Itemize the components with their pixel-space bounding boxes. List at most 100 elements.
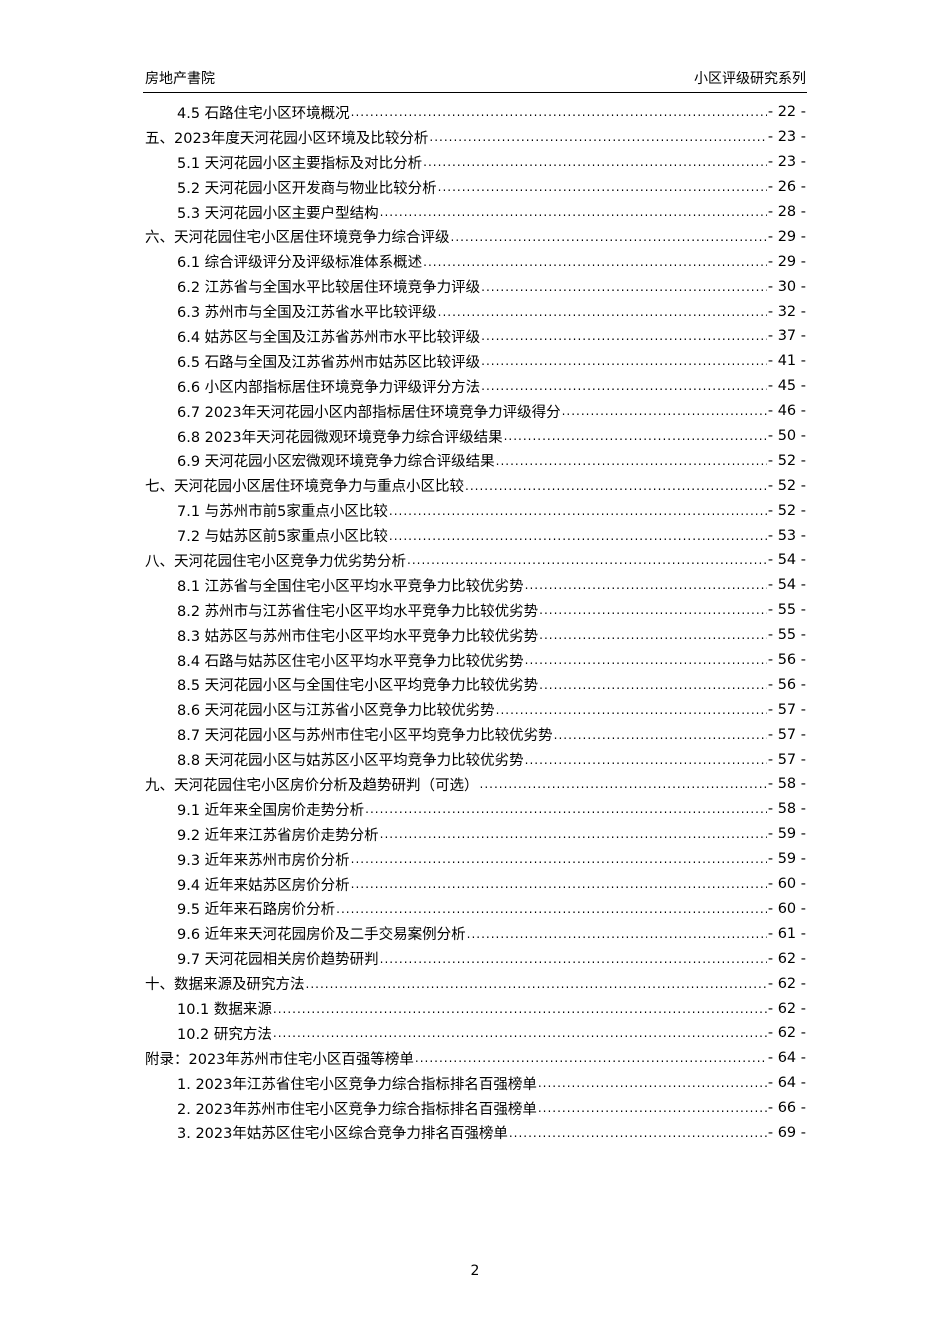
toc-entry[interactable]: 九、天河花园住宅小区房价分析及趋势研判（可选） - 58 - xyxy=(145,772,806,797)
toc-entry[interactable]: 七、天河花园小区居住环境竞争力与重点小区比较 - 52 - xyxy=(145,473,806,498)
toc-entry-page: - 28 - xyxy=(767,204,806,220)
toc-entry-title: 9.4 近年来姑苏区房价分析 xyxy=(177,877,350,894)
toc-entry-title: 1. 2023年江苏省住宅小区竞争力综合指标排名百强榜单 xyxy=(177,1076,537,1093)
toc-entry-title: 8.8 天河花园小区与姑苏区小区平均竞争力比较优劣势 xyxy=(177,753,524,770)
toc-entry-page: - 62 - xyxy=(767,1025,806,1042)
toc-entry[interactable]: 9.1 近年来全国房价走势分析 - 58 - xyxy=(145,797,806,822)
toc-entry-title: 5.2 天河花园小区开发商与物业比较分析 xyxy=(177,180,437,197)
toc-entry[interactable]: 7.2 与姑苏区前5家重点小区比较 - 53 - xyxy=(145,523,806,548)
toc-entry-title: 8.6 天河花园小区与江苏省小区竞争力比较优劣势 xyxy=(177,703,495,720)
dot-leader xyxy=(467,927,767,941)
toc-entry[interactable]: 六、天河花园住宅小区居住环境竞争力综合评级 - 29 - xyxy=(145,224,806,249)
toc-entry[interactable]: 6.4 姑苏区与全国及江苏省苏州市水平比较评级 - 37 - xyxy=(145,324,806,349)
toc-entry-title: 8.2 苏州市与江苏省住宅小区平均水平竞争力比较优劣势 xyxy=(177,603,539,620)
dot-leader xyxy=(273,1026,767,1040)
dot-leader xyxy=(351,105,767,119)
dot-leader xyxy=(539,603,767,617)
toc-entry-page: - 54 - xyxy=(767,552,806,569)
toc-entry-page: - 26 - xyxy=(767,179,806,196)
toc-entry-title: 10.2 研究方法 xyxy=(177,1026,272,1043)
toc-entry-title: 8.5 天河花园小区与全国住宅小区平均竞争力比较优劣势 xyxy=(177,678,539,695)
toc-entry-page: - 45 - xyxy=(767,378,806,395)
dot-leader xyxy=(562,404,767,418)
toc-entry[interactable]: 9.3 近年来苏州市房价分析 - 59 - xyxy=(145,847,806,872)
toc-entry[interactable]: 10.1 数据来源 - 62 - xyxy=(145,996,806,1021)
header-rule xyxy=(143,92,807,93)
toc-entry[interactable]: 8.1 江苏省与全国住宅小区平均水平竞争力比较优劣势 - 54 - xyxy=(145,573,806,598)
toc-entry[interactable]: 8.2 苏州市与江苏省住宅小区平均水平竞争力比较优劣势 - 55 - xyxy=(145,598,806,623)
toc-entry-title: 5.3 天河花园小区主要户型结构 xyxy=(177,205,379,222)
toc-entry-title: 6.4 姑苏区与全国及江苏省苏州市水平比较评级 xyxy=(177,329,481,346)
toc-entry-title: 7.2 与姑苏区前5家重点小区比较 xyxy=(177,529,388,546)
toc-entry[interactable]: 8.3 姑苏区与苏州市住宅小区平均水平竞争力比较优劣势 - 55 - xyxy=(145,623,806,648)
toc-entry[interactable]: 6.8 2023年天河花园微观环境竞争力综合评级结果 - 50 - xyxy=(145,424,806,449)
toc-entry[interactable]: 8.5 天河花园小区与全国住宅小区平均竞争力比较优劣势 - 56 - xyxy=(145,672,806,697)
toc-entry[interactable]: 6.6 小区内部指标居住环境竞争力评级评分方法 - 45 - xyxy=(145,374,806,399)
toc-entry[interactable]: 10.2 研究方法 - 62 - xyxy=(145,1021,806,1046)
toc-entry-page: - 64 - xyxy=(767,1075,806,1092)
toc-entry[interactable]: 五、2023年度天河花园小区环境及比较分析 - 23 - xyxy=(145,125,806,150)
toc-entry[interactable]: 附录：2023年苏州市住宅小区百强等榜单 - 64 - xyxy=(145,1046,806,1071)
toc-entry[interactable]: 8.6 天河花园小区与江苏省小区竞争力比较优劣势 - 57 - xyxy=(145,697,806,722)
toc-entry[interactable]: 1. 2023年江苏省住宅小区竞争力综合指标排名百强榜单 - 64 - xyxy=(145,1071,806,1096)
dot-leader xyxy=(481,329,767,343)
dot-leader xyxy=(554,728,767,742)
toc-entry-title: 6.9 天河花园小区宏微观环境竞争力综合评级结果 xyxy=(177,454,495,471)
toc-entry-title: 8.7 天河花园小区与苏州市住宅小区平均竞争力比较优劣势 xyxy=(177,728,553,745)
dot-leader xyxy=(423,155,767,169)
toc-entry[interactable]: 9.2 近年来江苏省房价走势分析 - 59 - xyxy=(145,822,806,847)
toc-entry[interactable]: 八、天河花园住宅小区竞争力优劣势分析 - 54 - xyxy=(145,548,806,573)
dot-leader xyxy=(480,777,767,791)
toc-entry[interactable]: 5.3 天河花园小区主要户型结构 - 28 - xyxy=(145,200,806,225)
toc-entry[interactable]: 6.2 江苏省与全国水平比较居住环境竞争力评级 - 30 - xyxy=(145,274,806,299)
toc-entry[interactable]: 9.5 近年来石路房价分析 - 60 - xyxy=(145,897,806,922)
toc-entry[interactable]: 9.7 天河花园相关房价趋势研判 - 62 - xyxy=(145,946,806,971)
dot-leader xyxy=(380,827,767,841)
toc-entry[interactable]: 5.1 天河花园小区主要指标及对比分析 - 23 - xyxy=(145,150,806,175)
toc-entry[interactable]: 6.5 石路与全国及江苏省苏州市姑苏区比较评级 - 41 - xyxy=(145,349,806,374)
dot-leader xyxy=(509,1126,767,1140)
toc-entry[interactable]: 6.7 2023年天河花园小区内部指标居住环境竞争力评级得分 - 46 - xyxy=(145,399,806,424)
toc-entry-title: 6.6 小区内部指标居住环境竞争力评级评分方法 xyxy=(177,379,481,396)
toc-entry[interactable]: 7.1 与苏州市前5家重点小区比较 - 52 - xyxy=(145,498,806,523)
toc-entry-title: 9.1 近年来全国房价走势分析 xyxy=(177,802,365,819)
toc-entry[interactable]: 6.1 综合评级评分及评级标准体系概述 - 29 - xyxy=(145,249,806,274)
toc-entry-page: - 66 - xyxy=(767,1100,806,1117)
toc-entry-title: 2. 2023年苏州市住宅小区竞争力综合指标排名百强榜单 xyxy=(177,1101,537,1118)
dot-leader xyxy=(389,529,767,543)
toc-entry-title: 十、数据来源及研究方法 xyxy=(145,977,305,994)
dot-leader xyxy=(525,753,767,767)
toc-entry-title: 八、天河花园住宅小区竞争力优劣势分析 xyxy=(145,553,406,570)
toc-entry[interactable]: 3. 2023年姑苏区住宅小区综合竞争力排名百强榜单 - 69 - xyxy=(145,1121,806,1146)
toc-entry-page: - 59 - xyxy=(767,851,806,868)
toc-entry[interactable]: 十、数据来源及研究方法 - 62 - xyxy=(145,971,806,996)
toc-entry-title: 7.1 与苏州市前5家重点小区比较 xyxy=(177,504,388,521)
toc-entry[interactable]: 8.4 石路与姑苏区住宅小区平均水平竞争力比较优劣势 - 56 - xyxy=(145,648,806,673)
toc-entry-title: 9.7 天河花园相关房价趋势研判 xyxy=(177,952,379,969)
toc-entry-page: - 60 - xyxy=(767,876,806,893)
toc-entry-page: - 54 - xyxy=(767,577,806,594)
toc-entry[interactable]: 9.6 近年来天河花园房价及二手交易案例分析 - 61 - xyxy=(145,921,806,946)
toc-entry-page: - 46 - xyxy=(767,403,806,420)
toc-entry-page: - 29 - xyxy=(767,253,806,270)
toc-entry[interactable]: 9.4 近年来姑苏区房价分析 - 60 - xyxy=(145,872,806,897)
toc-entry-page: - 30 - xyxy=(767,278,806,295)
toc-entry[interactable]: 2. 2023年苏州市住宅小区竞争力综合指标排名百强榜单 - 66 - xyxy=(145,1096,806,1121)
toc-entry-page: - 55 - xyxy=(767,627,806,644)
toc-entry[interactable]: 6.3 苏州市与全国及江苏省水平比较评级 - 32 - xyxy=(145,299,806,324)
dot-leader xyxy=(525,578,767,592)
page-header: 房地产書院 小区评级研究系列 xyxy=(145,66,806,90)
dot-leader xyxy=(423,255,767,269)
toc-entry-page: - 37 - xyxy=(767,328,806,345)
dot-leader xyxy=(438,180,767,194)
toc-entry[interactable]: 5.2 天河花园小区开发商与物业比较分析 - 26 - xyxy=(145,175,806,200)
toc-entry-title: 6.3 苏州市与全国及江苏省水平比较评级 xyxy=(177,305,437,322)
toc-entry[interactable]: 8.7 天河花园小区与苏州市住宅小区平均竞争力比较优劣势 - 57 - xyxy=(145,722,806,747)
toc-entry[interactable]: 8.8 天河花园小区与姑苏区小区平均竞争力比较优劣势 - 57 - xyxy=(145,747,806,772)
dot-leader xyxy=(351,877,767,891)
toc-entry-page: - 22 - xyxy=(767,104,806,121)
toc-entry[interactable]: 6.9 天河花园小区宏微观环境竞争力综合评级结果 - 52 - xyxy=(145,448,806,473)
toc-entry-title: 3. 2023年姑苏区住宅小区综合竞争力排名百强榜单 xyxy=(177,1126,508,1143)
toc-entry-page: - 23 - xyxy=(767,129,806,146)
toc-entry[interactable]: 4.5 石路住宅小区环境概况 - 22 - xyxy=(145,100,806,125)
